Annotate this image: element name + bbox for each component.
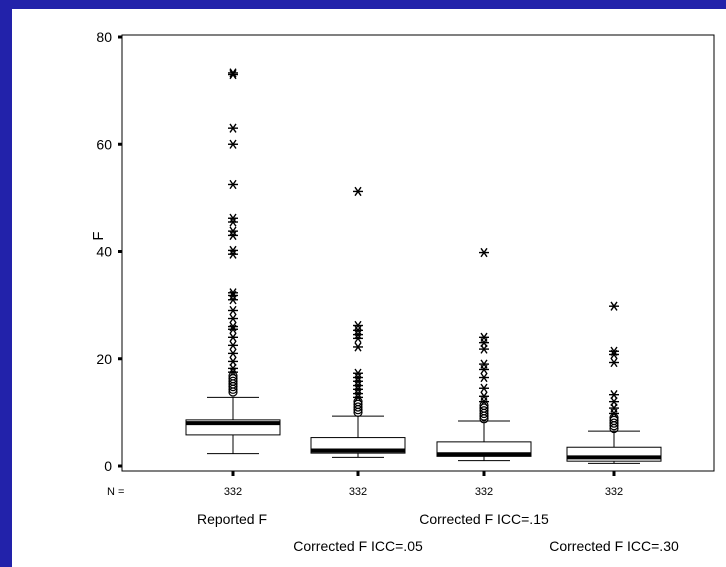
- outlier-extreme-marker: [609, 301, 619, 311]
- plot-frame: [121, 34, 715, 472]
- outlier-extreme-marker: [609, 357, 619, 368]
- outlier-extreme-marker: [353, 372, 363, 383]
- outlier-marker: [353, 402, 363, 412]
- category-label: Corrected F ICC=.15: [419, 511, 549, 527]
- outlier-extreme-marker: [353, 368, 363, 378]
- outlier-extreme-marker: [228, 139, 238, 149]
- outlier-extreme-marker: [228, 226, 238, 236]
- outlier-extreme-marker: [353, 380, 363, 391]
- outlier-extreme-marker: [228, 123, 238, 133]
- n-value: 332: [605, 486, 623, 498]
- outlier-extreme-marker: [479, 391, 489, 401]
- outlier-extreme-marker: [479, 338, 489, 348]
- outlier-marker: [228, 376, 238, 386]
- y-tick-label: 20: [96, 351, 112, 367]
- y-axis-label: F: [90, 231, 107, 240]
- y-tick-label: 60: [96, 136, 112, 152]
- outlier-marker: [609, 418, 619, 428]
- outlier-extreme-marker: [353, 320, 363, 331]
- outlier-extreme-marker: [228, 68, 238, 78]
- outlier-extreme-marker: [228, 321, 238, 332]
- outlier-extreme-marker: [353, 388, 363, 399]
- outlier-marker: [479, 403, 489, 413]
- outlier-extreme-marker: [353, 186, 363, 197]
- category-label: Corrected F ICC=.05: [293, 538, 423, 554]
- outlier-extreme-marker: [353, 342, 363, 352]
- outlier-extreme-marker: [609, 396, 619, 407]
- outlier-extreme-marker: [479, 247, 489, 258]
- y-tick-label: 40: [96, 244, 112, 260]
- y-tick-label: 80: [96, 29, 112, 45]
- n-value: 332: [224, 486, 242, 498]
- outlier-extreme-marker: [228, 213, 238, 223]
- outlier-marker: [353, 399, 363, 409]
- outlier-extreme-marker: [609, 390, 619, 400]
- n-value: 332: [475, 486, 493, 498]
- outlier-extreme-marker: [228, 305, 238, 316]
- outlier-extreme-marker: [228, 332, 238, 342]
- outlier-extreme-marker: [479, 344, 489, 354]
- outlier-extreme-marker: [228, 69, 238, 80]
- outlier-extreme-marker: [479, 383, 489, 393]
- category-label: Corrected F ICC=.30: [549, 538, 679, 554]
- outlier-extreme-marker: [228, 288, 238, 298]
- outlier-extreme-marker: [479, 372, 489, 383]
- outlier-extreme-marker: [228, 245, 238, 256]
- y-tick-label: 0: [104, 458, 112, 474]
- outlier-marker: [228, 373, 238, 384]
- outlier-extreme-marker: [479, 364, 489, 375]
- outlier-extreme-marker: [479, 359, 489, 369]
- outlier-extreme-marker: [228, 230, 238, 241]
- outlier-extreme-marker: [609, 346, 619, 356]
- outlier-extreme-marker: [479, 332, 489, 342]
- outlier-extreme-marker: [353, 325, 363, 335]
- outlier-marker: [479, 406, 489, 416]
- outlier-extreme-marker: [228, 295, 238, 305]
- category-label: Reported F: [197, 511, 267, 527]
- n-value: 332: [349, 486, 367, 498]
- outlier-extreme-marker: [228, 348, 238, 359]
- outlier-extreme-marker: [228, 340, 238, 350]
- outlier-extreme-marker: [609, 403, 619, 413]
- outlier-extreme-marker: [228, 356, 238, 367]
- outlier-marker: [609, 415, 619, 426]
- outlier-extreme-marker: [353, 329, 363, 340]
- n-equals-label: N =: [107, 486, 124, 498]
- outlier-extreme-marker: [228, 363, 238, 374]
- outlier-extreme-marker: [228, 313, 238, 324]
- outlier-extreme-marker: [228, 179, 238, 190]
